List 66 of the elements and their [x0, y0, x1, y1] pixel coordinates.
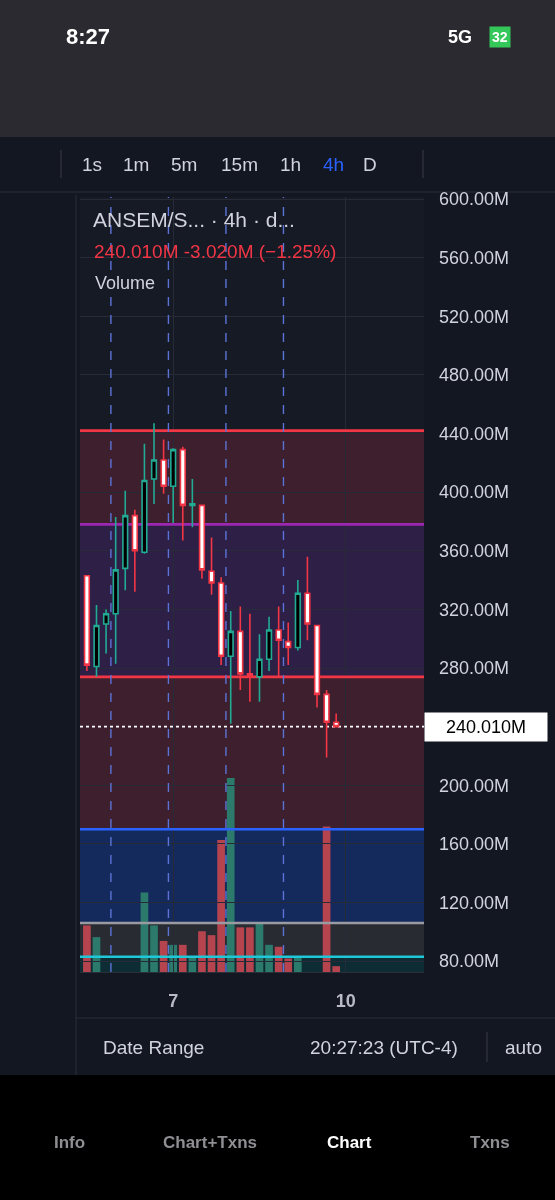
y-tick-label: 360.00M	[439, 541, 510, 562]
candlestick	[93, 604, 100, 678]
y-tick-label: 560.00M	[439, 247, 510, 268]
y-tick-label: 80.00M	[439, 951, 500, 972]
chart-title: Volume	[95, 273, 156, 293]
x-tick-label: 7	[168, 990, 179, 1011]
candlestick	[198, 504, 206, 580]
text: ANSEM/S... · 4h · d...	[93, 208, 295, 232]
candlestick	[208, 536, 215, 596]
y-tick-label: 400.00M	[439, 482, 510, 503]
text: 8:27	[66, 24, 111, 49]
text: D	[363, 154, 377, 175]
x-tick-label: 10	[335, 990, 356, 1011]
bar	[226, 778, 235, 972]
bar	[217, 840, 225, 972]
y-tick-label: 280.00M	[439, 658, 510, 679]
text: 32	[492, 29, 508, 45]
bar	[198, 931, 206, 972]
candlestick	[131, 508, 138, 593]
text: 1h	[280, 154, 302, 175]
candlestick	[150, 422, 158, 505]
candlestick	[189, 478, 196, 529]
y-tick-label: 520.00M	[439, 306, 510, 327]
bar	[83, 925, 91, 972]
candlestick	[294, 579, 301, 652]
y-tick-label: 320.00M	[439, 599, 510, 620]
text: Txns	[470, 1133, 510, 1152]
bar	[284, 958, 293, 972]
candlestick	[141, 443, 148, 555]
text: Chart+Txns	[163, 1133, 257, 1152]
candlestick	[227, 610, 234, 725]
candlestick	[122, 489, 129, 592]
candlestick	[112, 516, 119, 665]
y-tick-label: 200.00M	[439, 775, 510, 796]
bar	[332, 966, 341, 972]
y-tick-label: 440.00M	[439, 423, 510, 444]
bar	[236, 927, 245, 972]
y-tick-label: 160.00M	[439, 834, 510, 855]
text: 20:27:23 (UTC-4)	[310, 1037, 458, 1058]
y-tick-label: 120.00M	[439, 892, 510, 913]
candlestick	[83, 574, 91, 672]
candlestick	[217, 576, 225, 666]
text: Info	[54, 1133, 86, 1152]
text: auto	[505, 1037, 542, 1058]
text: Chart	[327, 1133, 372, 1152]
ref-line-label: 240.010M	[445, 717, 527, 737]
candlestick	[160, 438, 167, 495]
text: 15m	[221, 154, 258, 175]
text: 5G	[448, 27, 473, 47]
text: 5m	[171, 154, 198, 175]
text: 1s	[82, 154, 103, 175]
y-tick-label: 600.00M	[439, 189, 510, 210]
text: 4h	[323, 154, 345, 175]
bar	[150, 925, 158, 972]
y-tick-label: 480.00M	[439, 365, 510, 386]
bar	[246, 927, 254, 972]
text: 240.010M -3.020M (−1.25%)	[94, 241, 337, 262]
text: Date Range	[103, 1037, 205, 1058]
candlestick	[170, 447, 177, 524]
candlestick	[304, 555, 311, 641]
candlestick	[102, 608, 110, 655]
candlestick	[256, 633, 263, 703]
candlestick	[265, 615, 273, 672]
text: 1m	[123, 154, 150, 175]
candlestick	[179, 445, 186, 542]
candlestick	[285, 621, 292, 666]
